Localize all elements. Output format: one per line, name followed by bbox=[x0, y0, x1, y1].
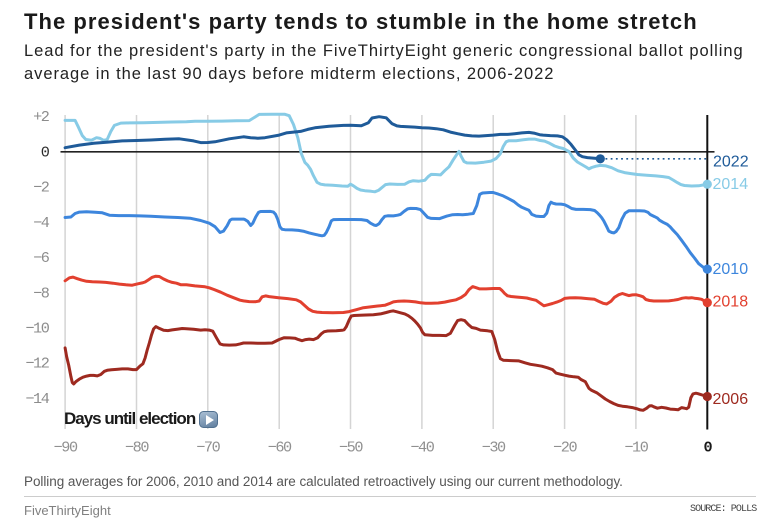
svg-text:2006: 2006 bbox=[713, 391, 749, 408]
svg-text:−30: −30 bbox=[482, 439, 506, 457]
svg-text:−20: −20 bbox=[553, 439, 577, 457]
svg-text:−70: −70 bbox=[196, 439, 220, 457]
svg-text:−4: −4 bbox=[33, 214, 50, 232]
svg-text:−10: −10 bbox=[25, 320, 49, 338]
svg-text:2010: 2010 bbox=[713, 261, 749, 278]
svg-text:−80: −80 bbox=[125, 439, 149, 457]
svg-text:2014: 2014 bbox=[713, 176, 749, 193]
svg-text:−90: −90 bbox=[54, 439, 78, 457]
svg-text:−2: −2 bbox=[33, 179, 50, 197]
svg-text:0: 0 bbox=[703, 439, 712, 457]
svg-text:−8: −8 bbox=[33, 284, 50, 302]
svg-text:−6: −6 bbox=[33, 249, 50, 267]
svg-text:−12: −12 bbox=[25, 355, 49, 373]
svg-text:−50: −50 bbox=[339, 439, 363, 457]
svg-text:−60: −60 bbox=[268, 439, 292, 457]
svg-text:−40: −40 bbox=[410, 439, 434, 457]
svg-text:−14: −14 bbox=[25, 390, 49, 408]
svg-text:0: 0 bbox=[41, 143, 50, 161]
svg-text:−10: −10 bbox=[624, 439, 648, 457]
svg-text:2018: 2018 bbox=[713, 294, 749, 311]
svg-text:2022: 2022 bbox=[713, 154, 749, 171]
svg-text:+2: +2 bbox=[33, 108, 50, 126]
